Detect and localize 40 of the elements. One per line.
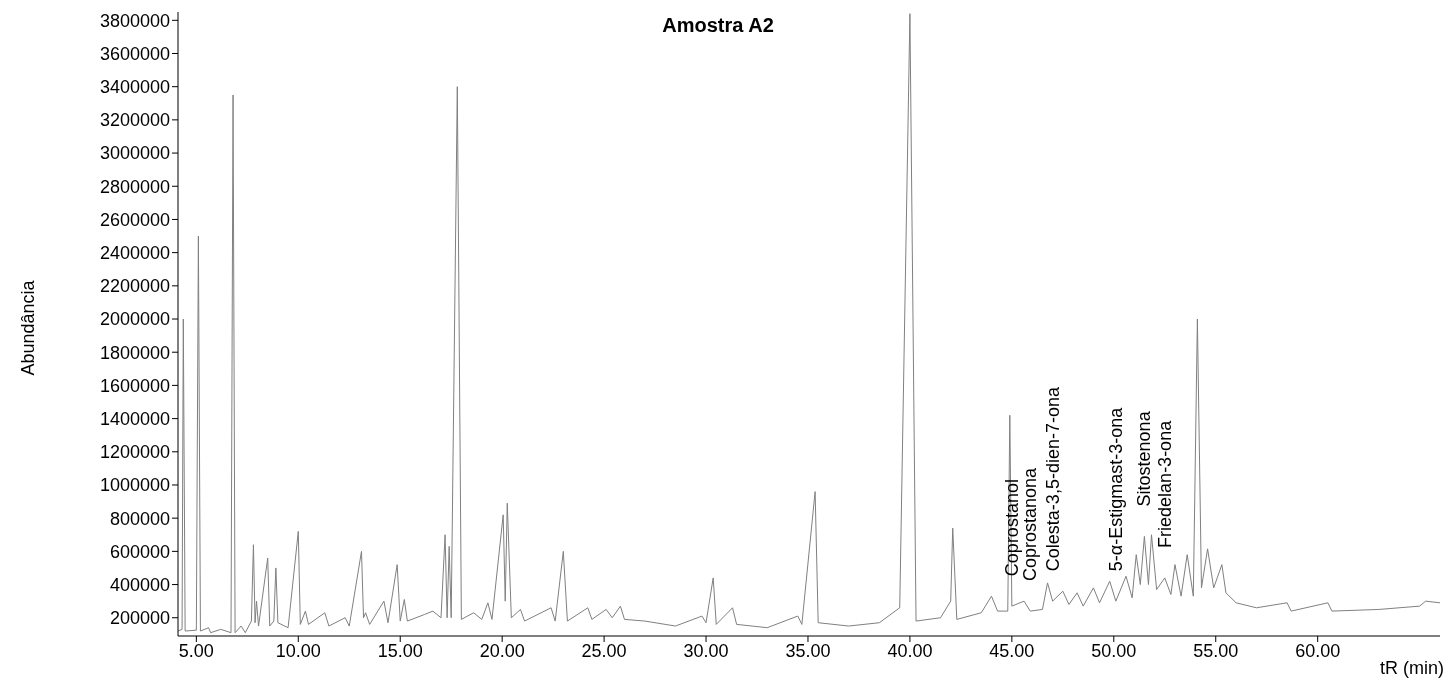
x-axis-title: tR (min) xyxy=(1380,658,1444,679)
y-tick-label: 600000 xyxy=(109,541,170,562)
y-tick-label: 2200000 xyxy=(99,276,170,297)
x-tick-label: 55.00 xyxy=(1193,640,1239,661)
y-tick-label: 1800000 xyxy=(99,342,170,363)
chart-title: Amostra A2 xyxy=(661,14,775,37)
x-tick-label: 15.00 xyxy=(377,640,423,661)
y-tick-label: 3800000 xyxy=(99,10,170,31)
annotation: Friedelan-3-ona xyxy=(1154,419,1175,548)
y-tick-label: 1000000 xyxy=(99,475,170,496)
y-tick-label: 1200000 xyxy=(99,442,170,463)
y-tick-label: 2000000 xyxy=(99,309,170,330)
y-tick-label: 3000000 xyxy=(99,143,170,164)
x-tick-label: 60.00 xyxy=(1295,640,1341,661)
y-tick-label: 200000 xyxy=(109,608,170,629)
annotation: Coprostanol xyxy=(1001,479,1022,577)
annotation: Sitostenona xyxy=(1134,410,1155,507)
y-tick-label: 2800000 xyxy=(99,176,170,197)
y-axis-title: Abundância xyxy=(17,280,39,376)
y-tick-label: 2400000 xyxy=(99,243,170,264)
annotation: Colesta-3,5-dien-7-ona xyxy=(1042,386,1063,572)
annotation: 5-α-Estigmast-3-ona xyxy=(1105,406,1126,572)
x-tick-label: 20.00 xyxy=(479,640,525,661)
y-tick-label: 800000 xyxy=(109,508,170,529)
x-tick-label: 25.00 xyxy=(581,640,627,661)
y-tick-label: 3400000 xyxy=(99,77,170,98)
y-tick-label: 1600000 xyxy=(99,375,170,396)
x-tick-label: 5.00 xyxy=(178,640,214,661)
y-tick-label: 400000 xyxy=(109,574,170,595)
y-tick-label: 3600000 xyxy=(99,43,170,64)
y-tick-label: 1400000 xyxy=(99,408,170,429)
x-tick-label: 10.00 xyxy=(275,640,321,661)
x-tick-label: 40.00 xyxy=(887,640,933,661)
y-tick-label: 2600000 xyxy=(99,209,170,230)
x-tick-label: 30.00 xyxy=(683,640,729,661)
x-tick-label: 35.00 xyxy=(785,640,831,661)
line-series xyxy=(178,13,1440,634)
x-tick-label: 45.00 xyxy=(989,640,1035,661)
y-tick-label: 3200000 xyxy=(99,110,170,131)
x-tick-label: 50.00 xyxy=(1091,640,1137,661)
